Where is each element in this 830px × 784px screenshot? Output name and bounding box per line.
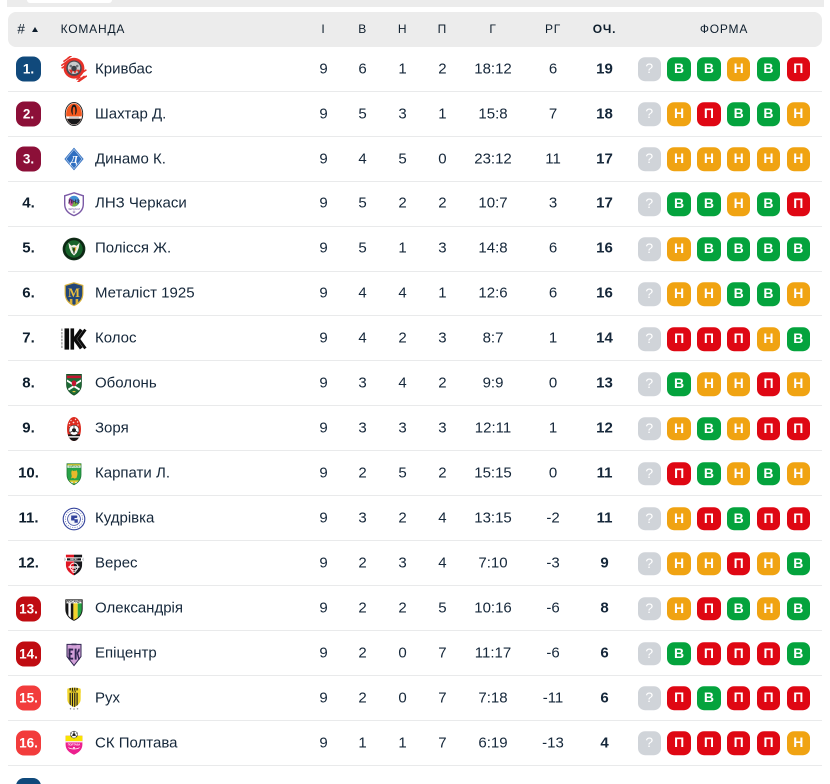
svg-text:ЛНЗ: ЛНЗ xyxy=(68,200,80,206)
svg-text:ВЕРЕС: ВЕРЕС xyxy=(70,559,78,561)
svg-text:Д: Д xyxy=(69,155,78,166)
svg-text:ОЛЕКСАНДРІЯ: ОЛЕКСАНДРІЯ xyxy=(64,599,83,603)
svg-text:ПОЛТАВА: ПОЛТАВА xyxy=(67,743,80,747)
svg-text:ЧЕРКАСИ: ЧЕРКАСИ xyxy=(67,207,79,211)
svg-text:M: M xyxy=(68,286,80,300)
svg-text:КАРПАТИ: КАРПАТИ xyxy=(68,465,79,468)
svg-text:РУХ: РУХ xyxy=(71,691,76,694)
